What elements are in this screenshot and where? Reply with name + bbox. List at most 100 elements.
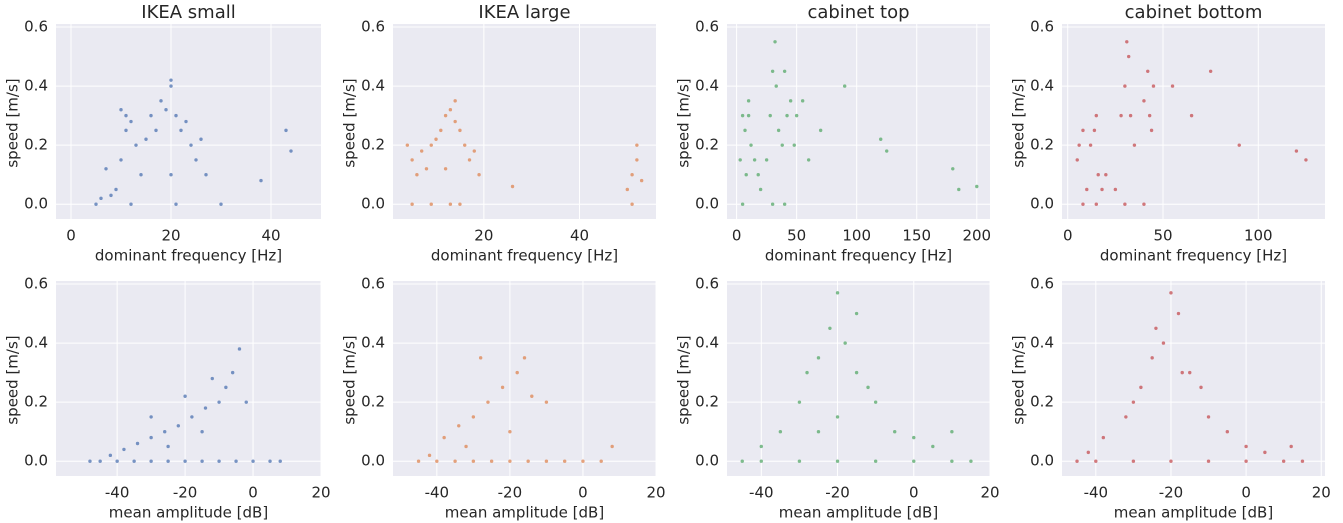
point (873, 459, 878, 463)
point (472, 149, 476, 153)
point (1096, 172, 1100, 177)
point (773, 40, 777, 44)
y-tick-label: 0.4 (24, 77, 48, 95)
point (794, 113, 799, 118)
point (410, 158, 414, 162)
point (1104, 172, 1108, 177)
point (743, 128, 747, 133)
point (98, 459, 102, 463)
point (740, 113, 745, 118)
x-tick-label: 0 (1063, 227, 1073, 245)
point (99, 196, 103, 201)
x-tick-label: 0 (732, 227, 742, 245)
point (768, 113, 772, 118)
point (219, 202, 223, 206)
point (169, 84, 173, 88)
point (132, 459, 136, 463)
point (486, 400, 490, 404)
x-tick-label: 20 (311, 484, 330, 502)
point (738, 158, 742, 162)
y-tick-label: 0.0 (361, 452, 385, 470)
point (289, 149, 293, 153)
point (448, 108, 453, 112)
point (1094, 113, 1099, 118)
point (405, 143, 410, 147)
point (429, 202, 433, 206)
y-axis-label: speed [m/s] (341, 335, 359, 424)
plot-area (727, 281, 990, 476)
point (443, 113, 448, 118)
point (774, 84, 778, 88)
point (224, 385, 228, 390)
point (194, 158, 198, 162)
plot-area (727, 24, 990, 219)
point (169, 172, 173, 177)
point (1237, 143, 1241, 147)
point (489, 459, 494, 463)
y-axis-label: speed [m/s] (341, 78, 359, 167)
x-tick-label: -40 (749, 484, 774, 502)
point (259, 178, 263, 183)
y-tick-label: 0.4 (1030, 77, 1054, 95)
point (828, 326, 832, 331)
y-tick-label: 0.6 (1030, 275, 1054, 293)
point (1128, 113, 1133, 118)
y-tick-label: 0.6 (24, 18, 48, 36)
point (1161, 341, 1166, 345)
point (199, 137, 203, 141)
point (1151, 84, 1156, 88)
point (1147, 113, 1152, 118)
point (854, 311, 859, 316)
x-tick-label: 50 (787, 227, 806, 245)
point (163, 429, 167, 434)
point (800, 99, 805, 103)
point (776, 128, 781, 133)
point (1092, 128, 1097, 133)
point (740, 202, 745, 206)
point (1149, 128, 1154, 133)
subplot-title: cabinet top (807, 2, 909, 23)
x-tick-label: 100 (1244, 227, 1273, 245)
point (284, 128, 288, 133)
point (1088, 143, 1093, 147)
point (842, 84, 847, 88)
y-tick-label: 0.4 (695, 334, 719, 352)
point (526, 459, 530, 463)
subplot-title: cabinet bottom (1125, 2, 1263, 23)
point (610, 444, 614, 449)
point (1294, 149, 1299, 153)
y-tick-label: 0.2 (695, 393, 719, 411)
point (1225, 429, 1230, 434)
x-tick-label: -40 (105, 484, 130, 502)
point (581, 459, 585, 463)
point (759, 444, 764, 449)
x-tick-label: 0 (578, 484, 588, 502)
x-tick-label: -20 (173, 484, 198, 502)
point (1169, 291, 1173, 295)
point (427, 453, 432, 458)
point (190, 415, 194, 419)
point (442, 435, 446, 440)
point (1206, 459, 1211, 463)
point (135, 441, 140, 446)
point (1142, 202, 1146, 206)
point (1180, 370, 1184, 375)
point (1100, 187, 1104, 192)
point (1199, 385, 1203, 390)
point (108, 453, 113, 458)
point (1075, 158, 1079, 162)
point (1127, 54, 1131, 59)
point (124, 113, 128, 118)
x-tick-label: 40 (570, 227, 589, 245)
plot-area (393, 24, 656, 219)
point (200, 459, 204, 463)
point (88, 459, 92, 463)
y-tick-label: 0.2 (24, 393, 48, 411)
x-tick-label: -40 (425, 484, 450, 502)
y-tick-label: 0.2 (361, 393, 385, 411)
point (464, 444, 468, 449)
point (471, 459, 476, 463)
point (544, 459, 549, 463)
point (770, 69, 775, 74)
x-tick-label: 0 (1241, 484, 1251, 502)
